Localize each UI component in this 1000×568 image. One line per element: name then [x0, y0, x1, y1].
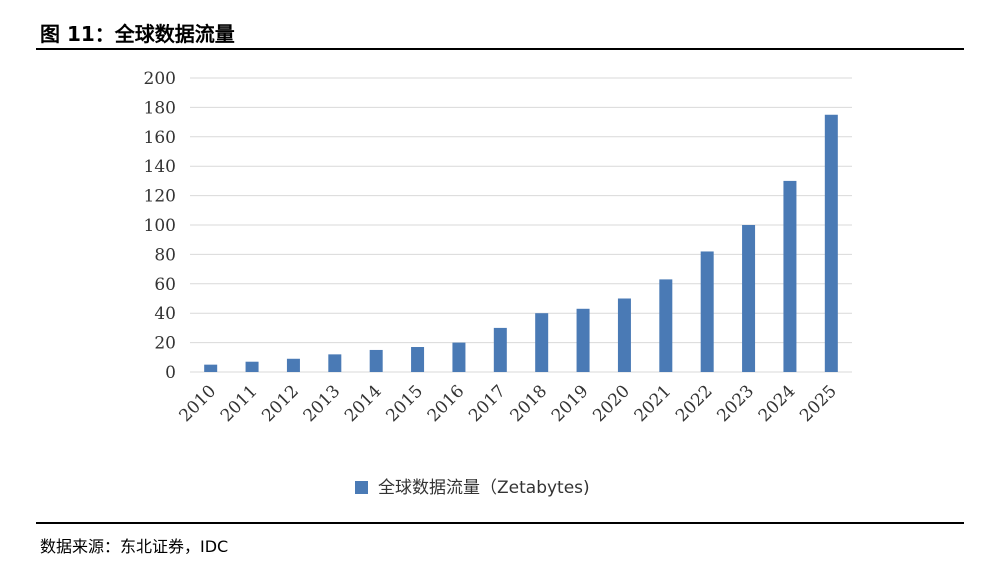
bar-2024 [783, 180, 797, 372]
y-tick-label: 100 [144, 216, 176, 236]
top-rule [36, 48, 964, 50]
bar-2017 [493, 327, 507, 372]
figure-title: 图 11：全球数据流量 [40, 22, 235, 46]
y-tick-label: 40 [154, 304, 176, 324]
y-tick-label: 80 [154, 245, 176, 265]
bar-2010 [204, 364, 218, 372]
bar-2025 [824, 114, 838, 372]
legend: 全球数据流量（Zetabytes) [355, 478, 590, 498]
y-tick-label: 180 [144, 98, 176, 118]
x-tick-label: 2017 [465, 381, 510, 426]
x-tick-label: 2016 [424, 381, 469, 426]
y-tick-label: 160 [144, 128, 176, 148]
x-tick-label: 2021 [631, 381, 676, 426]
legend-swatch [355, 481, 368, 494]
x-tick-label: 2020 [589, 381, 634, 426]
bar-2014 [369, 349, 383, 372]
y-tick-label: 140 [144, 157, 176, 177]
bar-chart: 0 20 40 60 80 100 120 140 160 180 200 201020112012… [144, 69, 852, 498]
bar-2023 [742, 225, 756, 372]
bottom-rule [36, 522, 964, 524]
y-tick-label: 120 [144, 187, 176, 207]
x-tick-label: 2012 [258, 381, 303, 426]
x-tick-label: 2013 [300, 381, 345, 426]
x-tick-label: 2018 [506, 381, 551, 426]
bar-2011 [245, 361, 259, 372]
bar-2012 [286, 358, 300, 372]
bars [204, 114, 838, 372]
source-note: 数据来源：东北证券，IDC [40, 537, 229, 556]
y-tick-label: 20 [154, 334, 176, 354]
legend-label: 全球数据流量（Zetabytes) [378, 478, 590, 498]
bar-2016 [452, 342, 466, 372]
y-tick-label: 0 [165, 363, 176, 383]
bar-2018 [535, 313, 549, 372]
x-tick-label: 2025 [796, 381, 841, 426]
x-tick-label: 2011 [217, 381, 262, 426]
x-tick-label: 2015 [382, 381, 427, 426]
bar-2021 [659, 279, 673, 372]
y-axis-ticks: 0 20 40 60 80 100 120 140 160 180 200 [144, 69, 176, 383]
y-tick-label: 60 [154, 275, 176, 295]
bar-2022 [700, 251, 714, 372]
x-axis-ticks: 2010201120122013201420152016201720182019… [175, 381, 840, 426]
x-tick-label: 2019 [548, 381, 593, 426]
bar-2020 [617, 298, 631, 372]
x-tick-label: 2014 [341, 381, 386, 426]
grid-lines [190, 77, 852, 373]
x-tick-label: 2022 [672, 381, 717, 426]
y-tick-label: 200 [144, 69, 176, 89]
x-tick-label: 2024 [755, 381, 800, 426]
bar-2019 [576, 308, 590, 372]
bar-2013 [328, 354, 342, 372]
x-tick-label: 2023 [713, 381, 758, 426]
bar-2015 [411, 347, 425, 372]
x-tick-label: 2010 [175, 381, 220, 426]
